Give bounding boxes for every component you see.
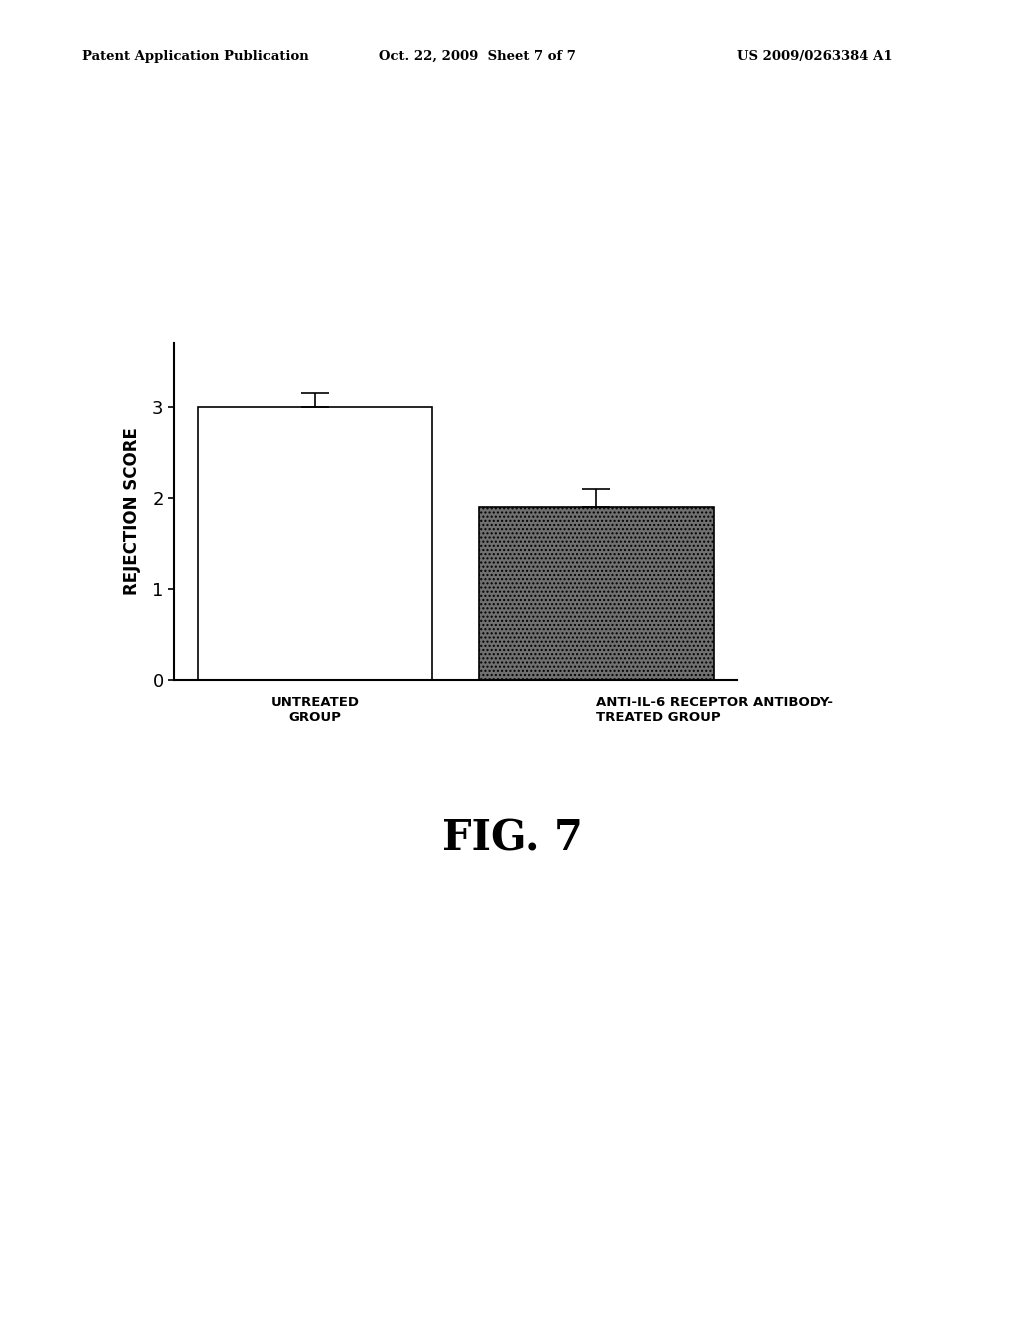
Bar	[479, 507, 714, 680]
Text: FIG. 7: FIG. 7	[441, 817, 583, 859]
Text: UNTREATED
GROUP: UNTREATED GROUP	[270, 696, 359, 723]
Text: Patent Application Publication: Patent Application Publication	[82, 50, 308, 63]
Y-axis label: REJECTION SCORE: REJECTION SCORE	[123, 428, 141, 595]
Bar	[198, 407, 432, 680]
Text: ANTI-IL-6 RECEPTOR ANTIBODY-
TREATED GROUP: ANTI-IL-6 RECEPTOR ANTIBODY- TREATED GRO…	[596, 696, 834, 723]
Text: US 2009/0263384 A1: US 2009/0263384 A1	[737, 50, 893, 63]
Text: Oct. 22, 2009  Sheet 7 of 7: Oct. 22, 2009 Sheet 7 of 7	[379, 50, 575, 63]
